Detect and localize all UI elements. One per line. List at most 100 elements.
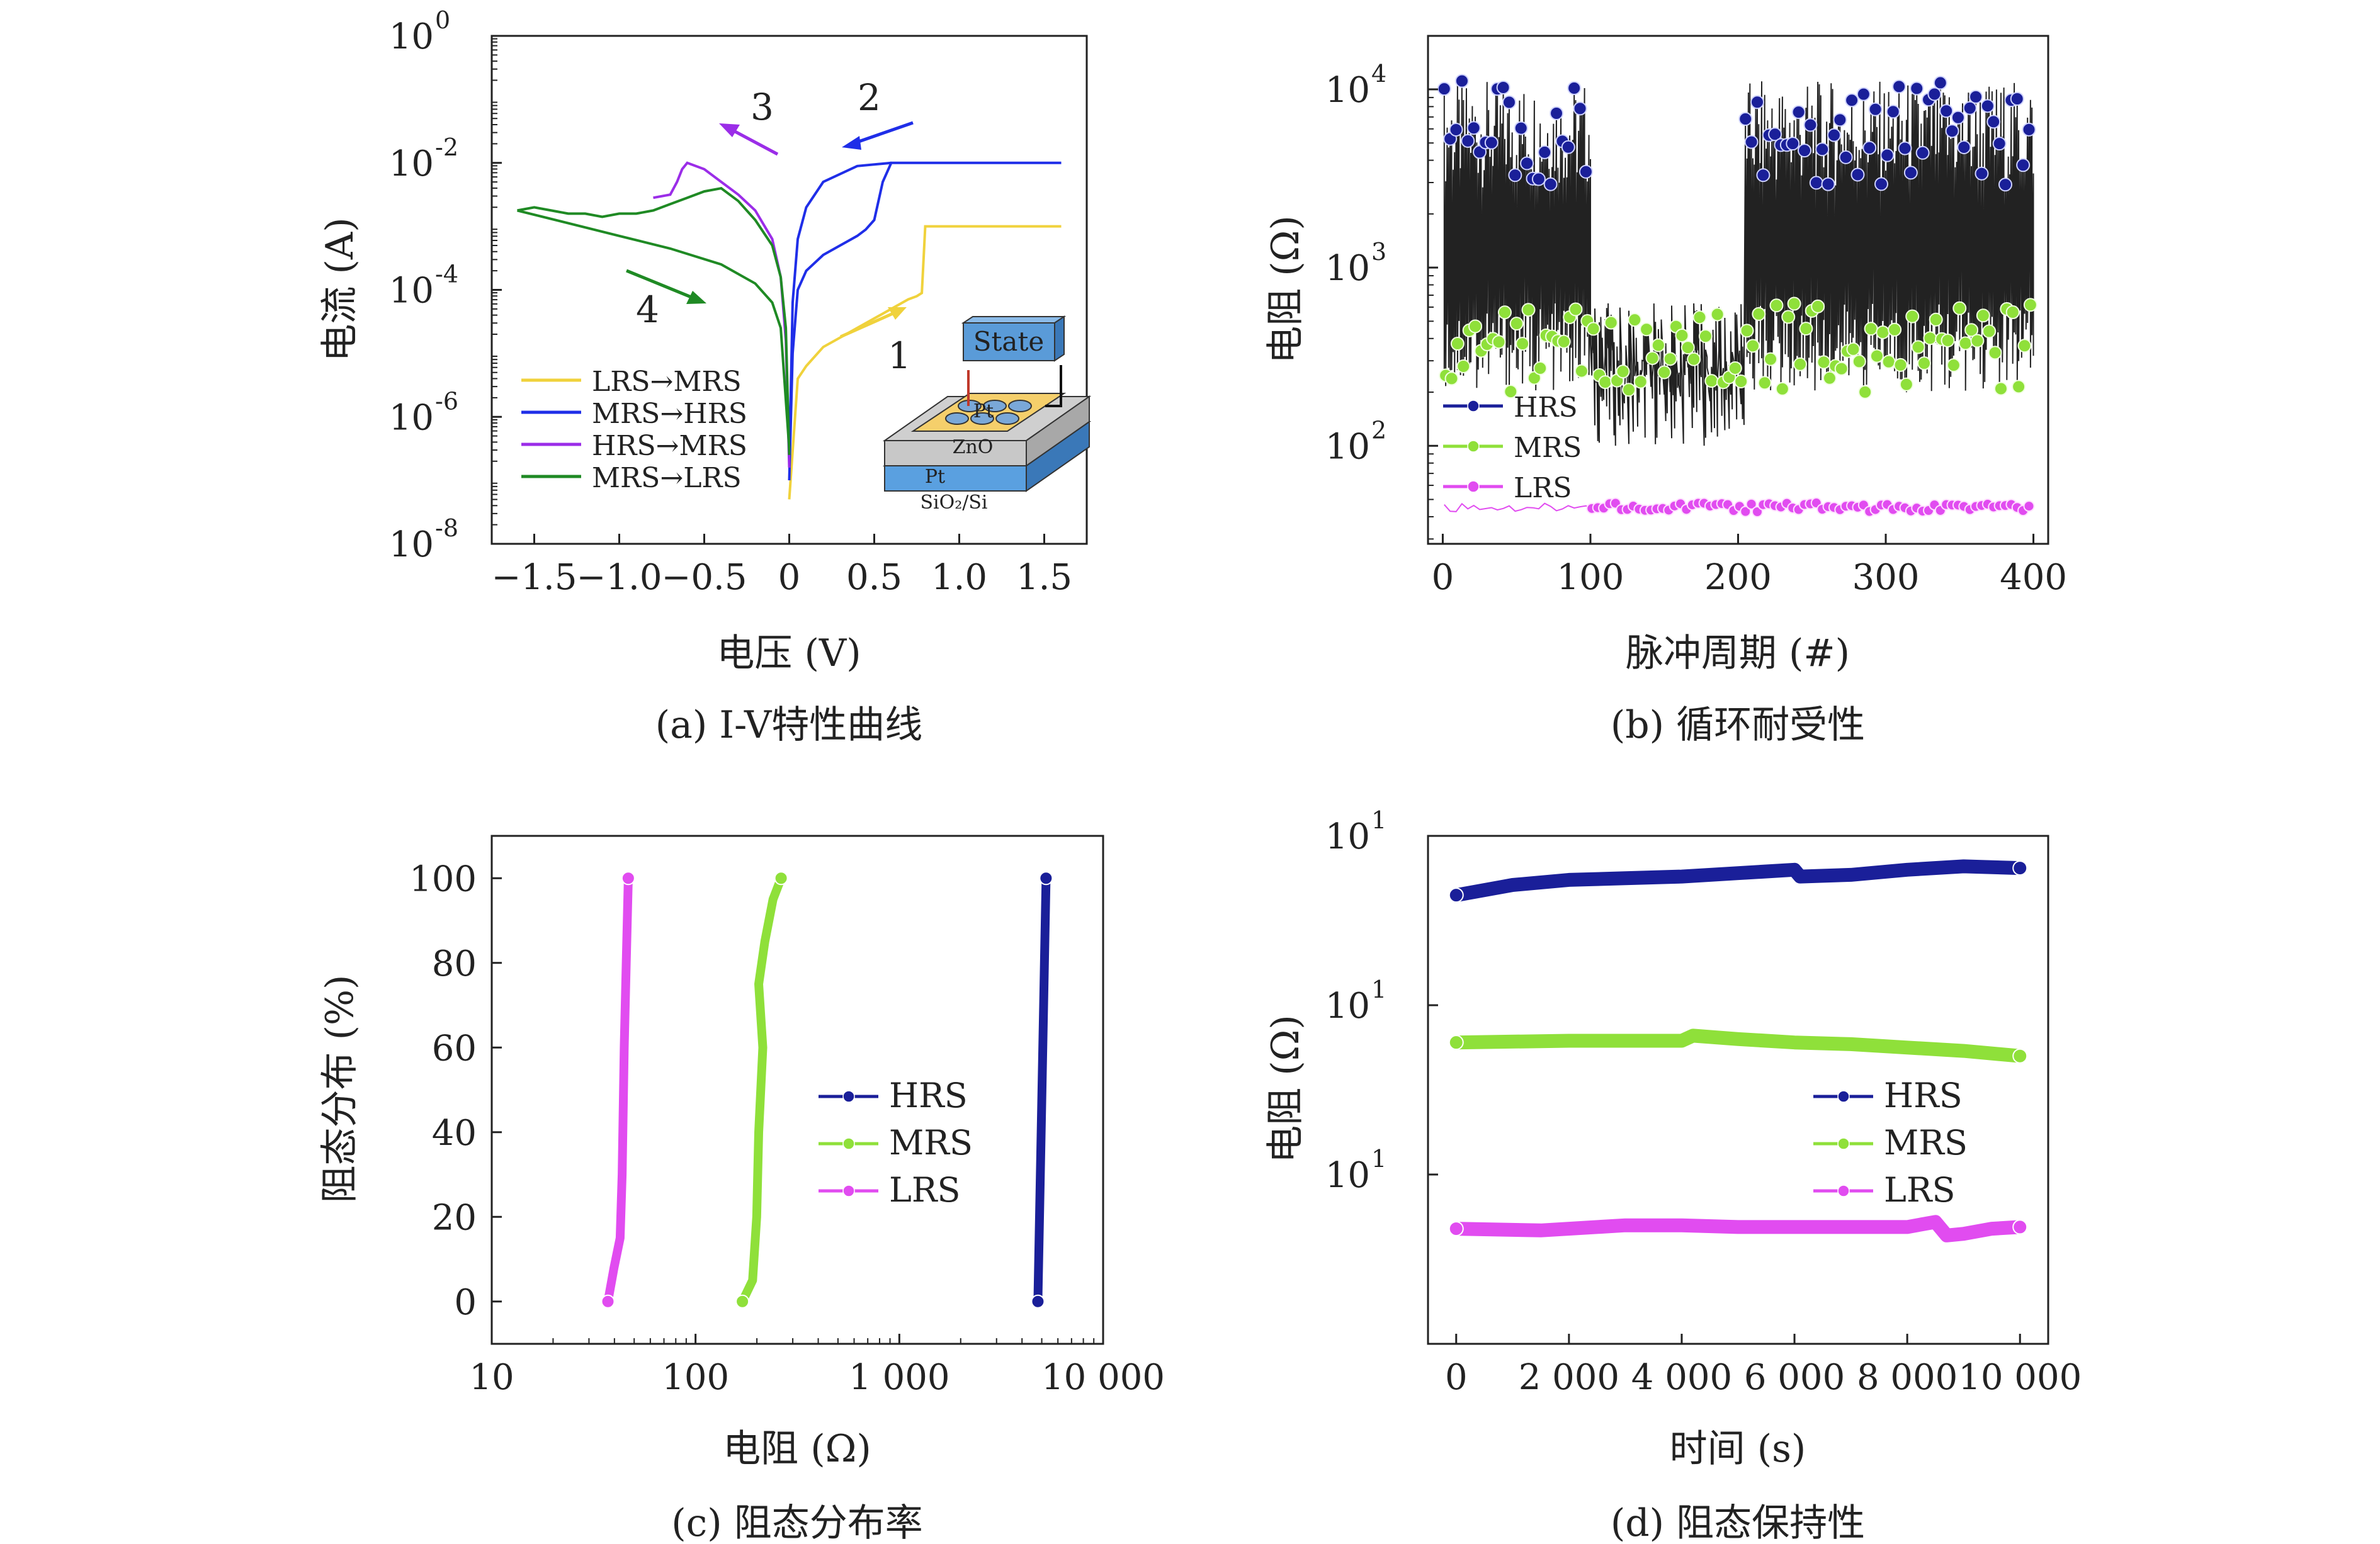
distribution-series-line — [1033, 874, 1051, 1306]
x-tick-label: 400 — [2000, 557, 2067, 598]
mrs-point — [1834, 361, 1849, 376]
mrs-point — [2012, 380, 2026, 394]
retention-point — [1448, 1035, 1464, 1051]
iv-series-return-line — [788, 161, 892, 468]
hrs-point — [1744, 135, 1759, 149]
hrs-point — [1815, 142, 1830, 157]
hrs-point — [1809, 176, 1823, 190]
endurance-series-group — [1437, 74, 2037, 518]
y-tick-base: 10 — [1325, 986, 1370, 1027]
y-tick-exponent: -4 — [435, 261, 458, 288]
hrs-point — [1856, 87, 1871, 101]
hrs-point — [1845, 93, 1859, 108]
y-tick-exponent: 1 — [1371, 1145, 1386, 1173]
mrs-point — [1869, 349, 1884, 363]
iv-ylabel: 电流 (A) — [318, 217, 362, 361]
retention-xlabel: 时间 (s) — [1670, 1427, 1806, 1471]
iv-arrow-1: 1 — [839, 307, 911, 377]
hrs-point — [1756, 168, 1771, 183]
y-tick-base: 10 — [1325, 248, 1370, 289]
mrs-point — [1893, 358, 1908, 372]
retention-caption: (d) 阻态保持性 — [1611, 1501, 1865, 1544]
legend-label: LRS→MRS — [592, 366, 742, 398]
mrs-point — [1970, 334, 1985, 348]
mrs-point — [1757, 376, 1772, 390]
legend-marker — [1467, 440, 1480, 453]
mrs-point — [1645, 351, 1660, 365]
mrs-point — [1769, 298, 1784, 313]
distribution-caption: (c) 阻态分布率 — [671, 1501, 923, 1544]
y-tick-exponent: 3 — [1371, 238, 1386, 266]
mrs-point — [2005, 305, 2020, 320]
y-tick-label: 10 1 — [1325, 806, 1386, 857]
mrs-point — [1509, 317, 1524, 331]
y-tick-exponent: 2 — [1371, 416, 1386, 444]
mrs-point — [1450, 337, 1465, 351]
hrs-point — [1821, 177, 1835, 191]
y-tick-base: 10 — [389, 271, 434, 312]
mrs-point — [1976, 308, 1990, 323]
inset-substrate-label: SiO₂/Si — [920, 492, 987, 514]
y-tick-base: 10 — [1325, 426, 1370, 467]
legend-marker — [1837, 1185, 1850, 1197]
iv-arrow-3: 3 — [719, 86, 779, 156]
retention-point — [1448, 1221, 1464, 1237]
mrs-point — [1946, 358, 1961, 373]
hrs-point — [1945, 124, 1959, 138]
retention-series-group — [1448, 859, 2028, 1243]
hrs-point — [1567, 81, 1582, 96]
endurance-legend: HRS MRS LRS — [1443, 392, 1582, 504]
mrs-point — [1456, 359, 1471, 373]
hrs-point — [1449, 123, 1463, 137]
lrs-point — [1740, 505, 1752, 517]
legend-label: MRS — [1884, 1123, 1968, 1163]
y-tick-base: 10 — [389, 397, 434, 438]
retention-plot-frame — [1427, 835, 2049, 1345]
hrs-point — [1520, 156, 1534, 171]
hrs-point — [1437, 82, 1451, 96]
mrs-point — [1468, 319, 1483, 334]
y-tick-exponent: 0 — [435, 6, 450, 34]
x-tick-label: 100 — [662, 1357, 729, 1398]
legend-label: MRS — [1514, 432, 1582, 464]
mrs-point — [1764, 352, 1778, 366]
hrs-point — [1543, 177, 1558, 191]
mrs-point — [1793, 357, 1807, 371]
cycle-trace — [1443, 81, 2034, 446]
hrs-point — [1957, 140, 1971, 154]
distribution-point — [1031, 1294, 1045, 1309]
mrs-point — [1775, 381, 1789, 396]
hrs-point — [1969, 89, 1983, 104]
hrs-point — [1573, 101, 1587, 116]
legend-marker — [842, 1137, 855, 1150]
mrs-point — [1651, 338, 1665, 352]
x-tick-label: 10 000 — [1958, 1357, 2082, 1398]
legend-marker — [842, 1185, 855, 1197]
hrs-point — [1874, 177, 1888, 191]
mrs-point — [1917, 356, 1931, 371]
distribution-series-line — [603, 874, 633, 1306]
y-tick-base: 10 — [1325, 816, 1370, 857]
y-tick-base: 10 — [389, 144, 434, 184]
y-tick-label: 10 3 — [1325, 238, 1386, 289]
distribution-point — [1039, 871, 1053, 886]
mrs-point — [1952, 301, 1967, 315]
x-tick-label: −0.5 — [662, 557, 747, 598]
hrs-point — [1886, 104, 1900, 119]
retention-series-line — [1449, 1028, 2027, 1063]
hrs-point — [1862, 140, 1877, 155]
iv-xlabel: 电压 (V) — [717, 631, 861, 675]
hrs-point — [1786, 137, 1800, 151]
mrs-point — [1687, 352, 1701, 366]
inset-state-label: State — [973, 326, 1044, 357]
x-tick-label: 4 000 — [1631, 1357, 1732, 1398]
legend-label: MRS — [889, 1123, 973, 1163]
endurance-caption: (b) 循环耐受性 — [1611, 703, 1865, 747]
mrs-point — [1745, 339, 1760, 353]
mrs-point — [1816, 355, 1831, 369]
y-tick-label: 10 -6 — [389, 387, 458, 438]
hrs-point — [1496, 80, 1510, 94]
mrs-point — [1728, 361, 1742, 375]
